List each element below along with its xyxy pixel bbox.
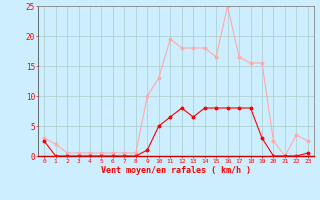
X-axis label: Vent moyen/en rafales ( km/h ): Vent moyen/en rafales ( km/h ) (101, 166, 251, 175)
